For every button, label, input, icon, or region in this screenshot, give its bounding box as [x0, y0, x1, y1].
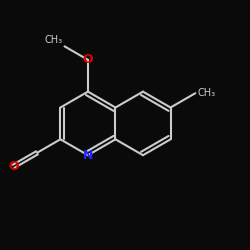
Text: CH₃: CH₃ [197, 88, 215, 98]
Text: O: O [82, 53, 93, 66]
Text: CH₃: CH₃ [45, 36, 63, 46]
Text: N: N [83, 149, 93, 162]
Text: O: O [8, 160, 19, 173]
